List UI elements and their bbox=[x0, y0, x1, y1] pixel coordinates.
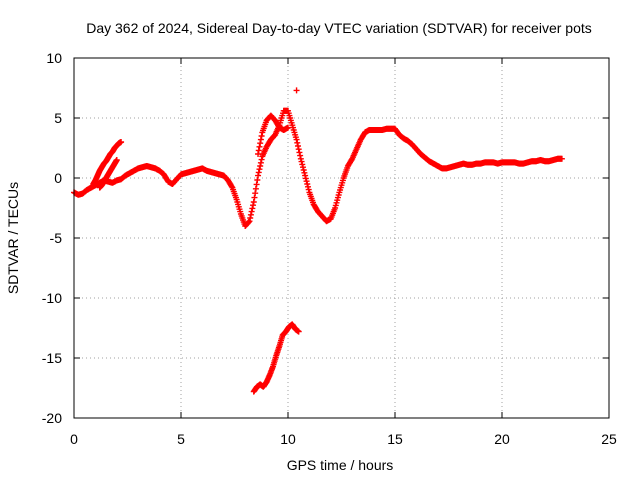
x-tick-label: 20 bbox=[494, 431, 510, 447]
main-trace-point bbox=[255, 172, 262, 179]
main-trace-point bbox=[245, 219, 252, 225]
main-trace-point bbox=[301, 169, 308, 176]
y-tick-label: 10 bbox=[46, 50, 62, 66]
plot-frame bbox=[73, 57, 610, 419]
main-trace-point bbox=[297, 155, 304, 162]
main-trace-point bbox=[253, 181, 260, 188]
tick-labels: 0 5 10 15 20 25 -20 -15 -10 -5 0 5 10 bbox=[42, 50, 617, 447]
main-trace-point bbox=[296, 149, 303, 156]
y-tick-label: -10 bbox=[42, 290, 62, 306]
main-trace-point bbox=[248, 208, 255, 215]
main-trace-point bbox=[252, 190, 259, 197]
early-rising-arcs-point bbox=[118, 139, 125, 145]
y-tick-label: 5 bbox=[54, 110, 62, 126]
main-trace-point bbox=[247, 211, 254, 218]
outlier-arc-point bbox=[295, 328, 302, 335]
y-tick-label: -15 bbox=[42, 350, 62, 366]
main-trace-point bbox=[302, 172, 309, 179]
y-axis-label: SDTVAR / TECUs bbox=[5, 182, 21, 294]
main-trace-point bbox=[250, 202, 257, 209]
main-trace-point bbox=[228, 183, 235, 190]
main-trace-point bbox=[303, 178, 310, 185]
pre-storm-upper-branch-point bbox=[256, 143, 263, 150]
y-tick-label: 0 bbox=[54, 170, 62, 186]
main-trace-point bbox=[249, 205, 256, 212]
main-trace-point bbox=[294, 143, 301, 149]
main-trace-point bbox=[300, 167, 307, 173]
main-trace-point bbox=[293, 136, 300, 143]
main-trace-point bbox=[304, 181, 311, 187]
main-trace-point bbox=[256, 166, 263, 173]
main-trace-point bbox=[252, 185, 259, 192]
main-trace-point bbox=[257, 163, 264, 169]
main-trace-point bbox=[299, 164, 306, 171]
early-rising-arcs-point bbox=[113, 157, 120, 163]
y-tick-label: -20 bbox=[42, 410, 62, 426]
main-trace-point bbox=[250, 199, 257, 205]
main-trace-point bbox=[247, 215, 254, 221]
main-trace-point bbox=[304, 183, 311, 190]
x-tick-label: 10 bbox=[280, 431, 296, 447]
main-trace-point bbox=[246, 218, 253, 225]
main-trace-point bbox=[305, 186, 312, 193]
y-tick-label: -5 bbox=[50, 230, 63, 246]
main-trace-point bbox=[254, 177, 261, 183]
main-trace-point bbox=[258, 156, 265, 163]
pre-storm-upper-branch-point bbox=[257, 136, 264, 143]
pre-storm-upper-branch-point bbox=[255, 151, 262, 157]
main-trace-point bbox=[299, 161, 306, 168]
pre-storm-upper-branch-point bbox=[285, 124, 291, 131]
x-tick-label: 5 bbox=[177, 431, 185, 447]
main-trace-point bbox=[255, 169, 262, 176]
x-axis-label: GPS time / hours bbox=[287, 457, 394, 473]
main-trace-point bbox=[294, 139, 301, 146]
pre-storm-upper-branch-point bbox=[255, 147, 262, 154]
pre-storm-upper-branch-point bbox=[258, 133, 265, 139]
main-trace-point bbox=[295, 146, 302, 153]
x-tick-label: 15 bbox=[387, 431, 403, 447]
main-trace-point bbox=[558, 155, 565, 162]
chart-title: Day 362 of 2024, Sidereal Day-to-day VTE… bbox=[86, 20, 592, 36]
main-trace-point bbox=[297, 152, 304, 159]
data-points bbox=[71, 87, 565, 395]
x-tick-label: 25 bbox=[601, 431, 617, 447]
main-trace-point bbox=[251, 194, 258, 201]
main-trace-point bbox=[257, 159, 264, 166]
main-trace-point bbox=[298, 158, 305, 165]
main-trace-point bbox=[302, 175, 309, 182]
noon-spike-point bbox=[293, 87, 300, 94]
x-tick-label: 0 bbox=[70, 431, 78, 447]
pre-storm-upper-branch-point bbox=[257, 140, 264, 147]
